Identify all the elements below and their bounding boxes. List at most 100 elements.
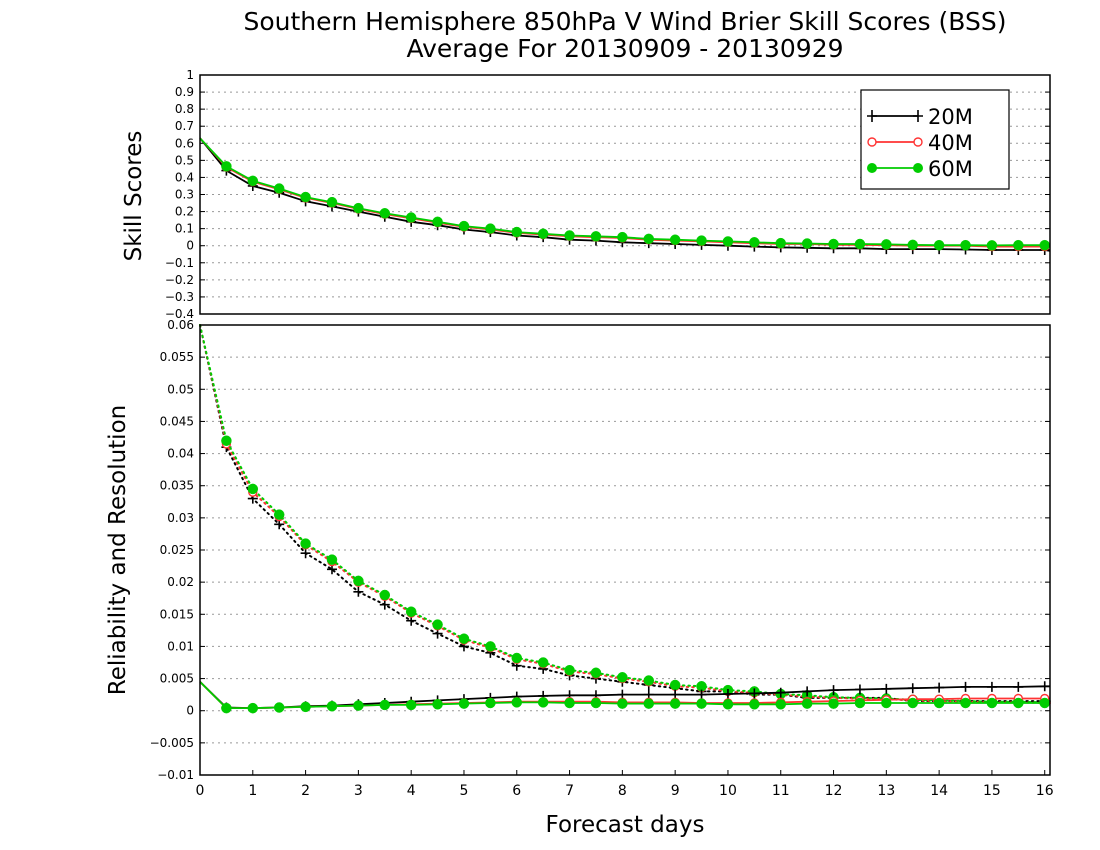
rr-point-20M-reliability	[749, 688, 760, 699]
skill-ytick-label: 0.7	[175, 119, 194, 133]
rr-point-60M-reliability	[722, 699, 734, 710]
skill-point-60M	[590, 231, 602, 242]
rr-point-60M-reliability	[590, 697, 602, 709]
skill-y-axis-label: Skill Scores	[121, 131, 147, 262]
rr-xtick-label: 15	[983, 783, 1001, 799]
rr-point-60M-resolution	[247, 483, 259, 495]
skill-point-60M	[247, 175, 259, 187]
rr-point-60M-reliability	[907, 697, 918, 709]
skill-point-60M	[669, 234, 681, 245]
rr-point-60M-resolution	[564, 664, 575, 676]
rr-point-20M-resolution	[379, 599, 390, 610]
skill-ytick-label: 0.3	[175, 188, 194, 202]
rr-series	[199, 324, 1051, 714]
legend-marker-20M	[913, 110, 923, 122]
rr-point-60M-reliability	[960, 697, 971, 709]
rr-xtick-label: 7	[565, 783, 574, 799]
rr-point-20M-reliability	[934, 682, 945, 693]
rr-point-60M-reliability	[854, 697, 866, 709]
rr-point-60M-reliability	[933, 697, 945, 709]
rr-ytick-label: 0.015	[160, 607, 194, 621]
skill-point-60M	[511, 226, 523, 238]
skill-point-60M	[828, 238, 839, 250]
rr-point-60M-reliability	[432, 699, 443, 710]
rr-point-60M-reliability	[300, 701, 311, 713]
rr-point-60M-reliability	[1013, 697, 1024, 709]
skill-point-60M	[986, 240, 998, 251]
reliability-resolution-panel: 0.060.0550.050.0450.040.0350.030.0250.02…	[105, 318, 1054, 838]
skill-point-60M	[722, 236, 734, 247]
rr-xtick-label: 4	[407, 783, 416, 799]
rr-point-60M-reliability	[801, 698, 813, 709]
rr-point-60M-reliability	[775, 699, 786, 710]
skill-point-60M	[458, 220, 470, 232]
legend-marker-60M	[867, 163, 877, 173]
rr-point-60M-resolution	[405, 606, 417, 617]
rr-point-60M-reliability	[749, 699, 760, 710]
skill-point-60M	[801, 238, 813, 249]
rr-y-ticks: 0.06 0.055 0.05 0.045 0.04 0.035 0.03 0.025 0.02…	[150, 318, 1050, 782]
legend-marker-40M	[913, 137, 923, 147]
skill-ytick-label: 0.4	[175, 170, 194, 184]
rr-line-60M-reliability	[199, 681, 1050, 709]
chart-title: Southern Hemisphere 850hPa V Wind Brier …	[244, 7, 1007, 36]
skill-point-60M	[775, 237, 786, 249]
rr-point-60M-reliability	[881, 697, 892, 709]
rr-xtick-label: 8	[618, 783, 627, 799]
rr-ytick-label: 0.03	[167, 511, 194, 525]
rr-point-60M-reliability	[221, 702, 232, 714]
rr-point-60M-reliability	[273, 702, 285, 713]
skill-point-60M	[1039, 239, 1050, 251]
rr-xtick-label: 12	[825, 783, 843, 799]
rr-xtick-label: 13	[877, 783, 895, 799]
skill-panel-frame	[199, 74, 1051, 315]
rr-line-60M-resolution	[199, 324, 1051, 704]
rr-xtick-label: 2	[301, 783, 310, 799]
rr-point-60M-reliability	[1039, 697, 1050, 709]
rr-point-60M-resolution	[379, 589, 391, 601]
skill-point-60M	[273, 183, 285, 194]
rr-point-20M-reliability	[1013, 681, 1024, 692]
rr-ytick-label: 0.04	[167, 447, 194, 461]
skill-line-20M	[199, 137, 1051, 252]
skill-line-60M	[199, 137, 1050, 247]
rr-point-60M-reliability	[458, 698, 470, 709]
rr-point-20M-reliability	[696, 689, 707, 700]
skill-ytick-label: −0.4	[165, 307, 194, 321]
skill-series	[199, 137, 1051, 255]
rr-point-60M-reliability	[353, 700, 364, 711]
rr-xtick-label: 5	[460, 783, 469, 799]
rr-point-60M-resolution	[273, 509, 285, 520]
legend-label-20M: 20M	[928, 105, 973, 129]
skill-ytick-label: 0.5	[175, 153, 194, 167]
rr-point-60M-reliability	[669, 698, 681, 709]
rr-point-20M-reliability	[802, 686, 813, 697]
skill-ytick-label: −0.3	[165, 290, 194, 304]
rr-ytick-label: 0.05	[167, 382, 194, 396]
rr-ytick-label: 0.02	[167, 575, 194, 589]
rr-xtick-label: 10	[719, 783, 737, 799]
rr-line-20M-resolution	[199, 324, 1051, 703]
rr-panel-frame	[199, 324, 1051, 776]
rr-xtick-label: 14	[930, 783, 948, 799]
rr-line-40M-resolution	[199, 324, 1051, 704]
skill-point-60M	[749, 237, 760, 248]
rr-point-60M-resolution	[485, 641, 496, 652]
rr-point-60M-reliability	[405, 699, 417, 711]
rr-point-20M-reliability	[1039, 681, 1050, 692]
rr-point-60M-reliability	[986, 697, 998, 709]
skill-point-60M	[617, 231, 628, 243]
rr-ytick-label: 0.005	[160, 672, 194, 686]
rr-ytick-label: 0.025	[160, 543, 194, 557]
rr-line-20M-reliability	[199, 681, 1050, 710]
rr-xtick-label: 6	[512, 783, 521, 799]
rr-point-60M-resolution	[432, 619, 443, 630]
rr-point-60M-reliability	[379, 699, 391, 711]
skill-point-60M	[933, 239, 945, 251]
skill-point-60M	[379, 208, 391, 219]
skill-point-60M	[353, 202, 364, 214]
rr-point-20M-reliability	[907, 683, 918, 694]
rr-xtick-label: 0	[196, 783, 205, 799]
